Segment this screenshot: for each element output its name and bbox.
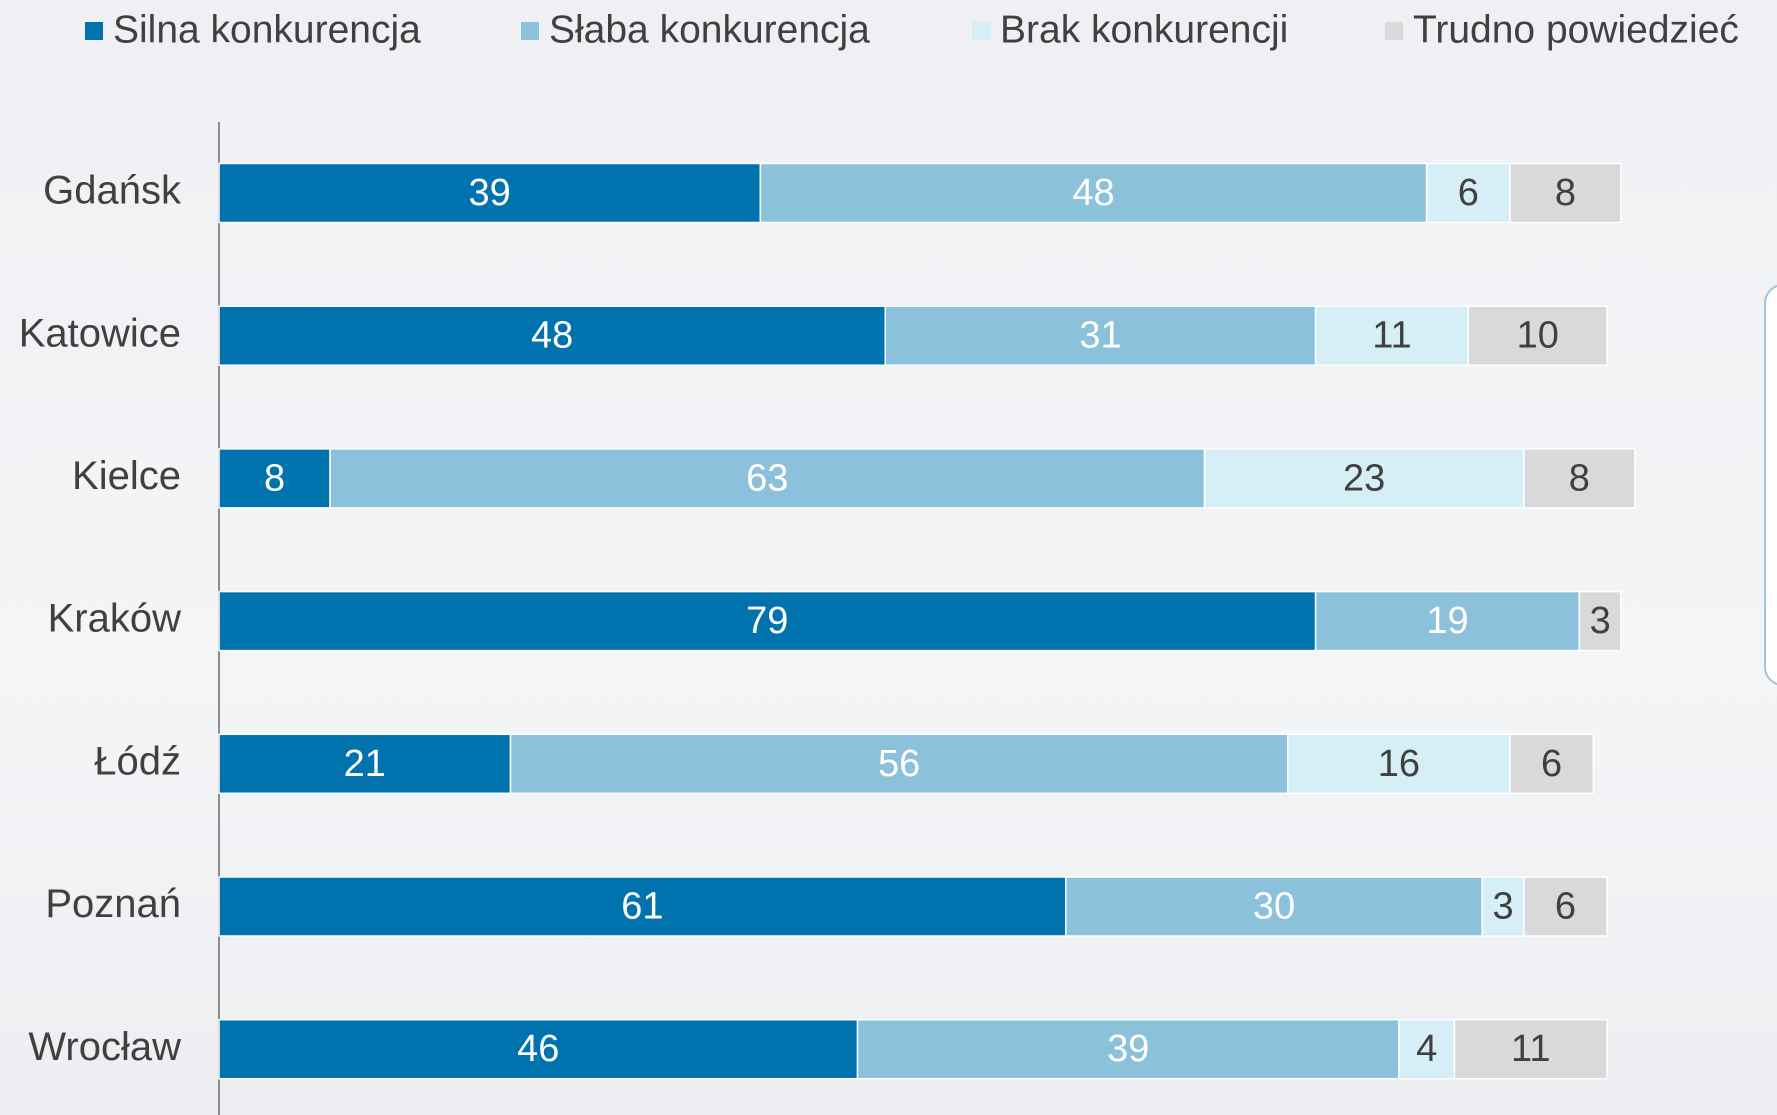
bar-segment — [884, 305, 1317, 366]
y-tick-label: Łódź — [94, 739, 181, 783]
bar-segment — [329, 448, 1206, 509]
bar-segment — [1314, 590, 1581, 652]
data-label: 8 — [1555, 172, 1576, 214]
y-tick-label: Gdańsk — [43, 169, 182, 213]
legend-label: Słaba konkurencja — [549, 8, 870, 51]
data-label: 19 — [1426, 600, 1468, 642]
data-label: 63 — [746, 457, 788, 499]
data-label: 11 — [1511, 1028, 1550, 1070]
bar-segment — [218, 448, 331, 509]
data-label: 48 — [1072, 172, 1114, 214]
legend-label: Trudno powiedzieć — [1413, 8, 1739, 51]
data-label: 46 — [517, 1028, 559, 1070]
data-label: 6 — [1541, 743, 1562, 785]
legend-swatch — [1385, 22, 1403, 40]
bar-segment — [1467, 305, 1608, 366]
bar-segment — [1065, 876, 1483, 937]
data-label: 48 — [531, 315, 573, 357]
y-tick-label: Katowice — [19, 311, 181, 355]
legend-label: Brak konkurencji — [1000, 8, 1288, 51]
legend-swatch — [85, 22, 103, 40]
bar-segment — [1523, 876, 1608, 937]
data-label: 61 — [621, 886, 663, 928]
legend-label: Silna konkurencja — [113, 8, 421, 51]
data-label: 10 — [1517, 315, 1559, 357]
bar-segment — [1203, 448, 1525, 509]
bar-segment — [218, 1018, 859, 1080]
bar-segment — [1398, 1018, 1456, 1080]
data-label: 8 — [264, 457, 285, 499]
bar-segment — [218, 590, 1317, 652]
data-label: 4 — [1416, 1028, 1437, 1070]
bar-segment — [509, 733, 1289, 795]
data-label: 39 — [469, 172, 511, 214]
bar-segment — [1453, 1018, 1608, 1080]
data-label: 30 — [1253, 886, 1295, 928]
bar-segment — [218, 733, 512, 795]
data-label: 39 — [1107, 1028, 1149, 1070]
y-tick-label: Kielce — [72, 454, 181, 498]
data-label: 3 — [1492, 886, 1513, 928]
y-tick-label: Wrocław — [28, 1025, 181, 1069]
data-label: 6 — [1555, 886, 1576, 928]
data-label: 23 — [1343, 457, 1385, 499]
data-label: 11 — [1372, 315, 1411, 357]
bar-segment — [759, 162, 1428, 224]
bar-segment — [1578, 590, 1622, 652]
y-tick-label: Kraków — [48, 597, 181, 641]
data-label: 56 — [878, 743, 920, 785]
bar-segment — [1425, 162, 1511, 224]
data-label: 21 — [344, 743, 386, 785]
data-label: 3 — [1590, 600, 1611, 642]
bar-segment — [218, 876, 1067, 937]
data-label: 79 — [746, 600, 788, 642]
side-panel — [1764, 284, 1777, 686]
bar-segment — [1287, 733, 1511, 795]
bar-segment — [1523, 448, 1636, 509]
data-label: 8 — [1569, 457, 1590, 499]
legend-swatch — [972, 22, 990, 40]
y-tick-label: Poznań — [45, 882, 181, 926]
legend-swatch — [521, 22, 539, 40]
data-label: 31 — [1079, 315, 1121, 357]
bar-segment — [1509, 733, 1594, 795]
data-label: 6 — [1458, 172, 1479, 214]
bar-segment — [856, 1018, 1400, 1080]
bar-segment — [1509, 162, 1622, 224]
data-label: 16 — [1378, 743, 1420, 785]
